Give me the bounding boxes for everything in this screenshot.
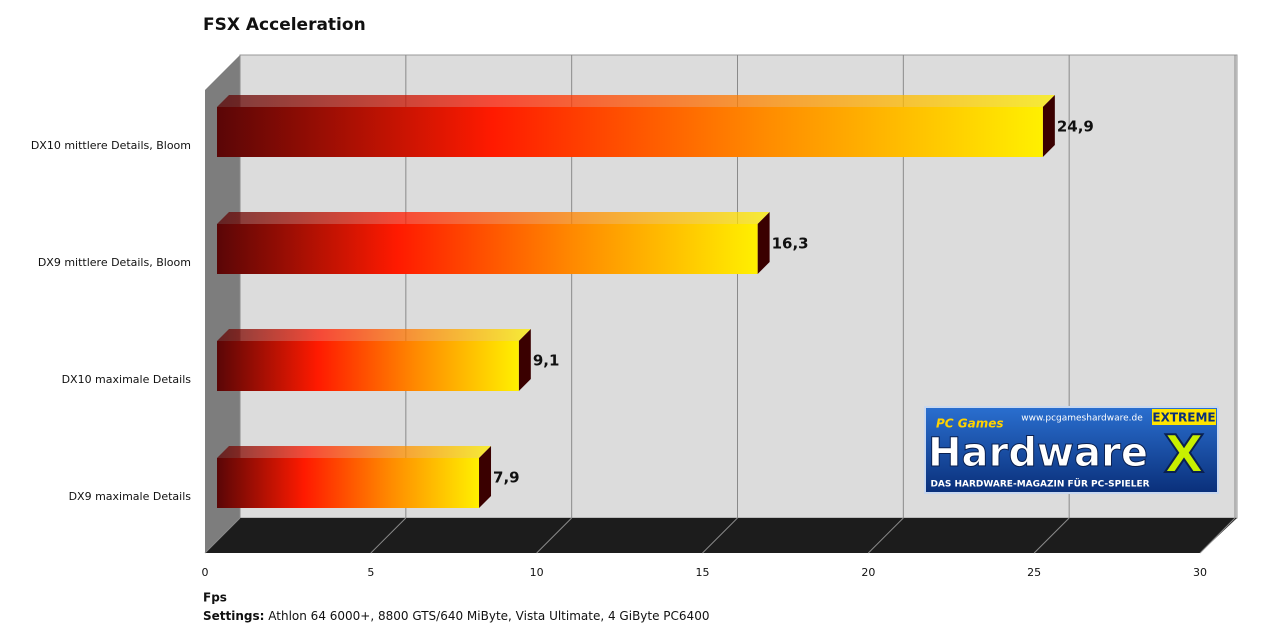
note-label: Settings: [203, 609, 264, 623]
x-tick-label: 15 [696, 566, 710, 579]
grid-line-floor [702, 517, 738, 554]
bar-top [217, 446, 492, 458]
x-tick-label: 25 [1027, 566, 1041, 579]
x-tick-label: 5 [367, 566, 374, 579]
logo-brand: PC Games [936, 417, 1004, 431]
logo-name: Hardware [928, 430, 1148, 476]
bar [217, 212, 770, 274]
bar [217, 329, 531, 391]
bar-end [1042, 95, 1055, 157]
floor [205, 518, 1237, 553]
bar-end [757, 212, 770, 274]
x-tick-label: 0 [202, 566, 209, 579]
logo: www.pcgameshardware.de PC Games Hardware… [924, 406, 1219, 494]
note-text: Athlon 64 6000+, 8800 GTS/640 MiByte, Vi… [268, 609, 709, 623]
bars: 24,9 DX10 mittlere Details, Bloom 16,3 DX9 … [31, 95, 1094, 508]
bar-front [217, 224, 758, 274]
value-label: 24,9 [1057, 118, 1094, 136]
bar-top [217, 212, 770, 224]
logo-badge: EXTREME [1152, 411, 1215, 425]
value-label: 16,3 [772, 235, 809, 253]
grid-line-floor [867, 517, 904, 554]
chart-title: FSX Acceleration [203, 15, 366, 35]
logo-badge-box [1152, 409, 1216, 425]
x-tick-label: 30 [1193, 566, 1207, 579]
grid-line [1199, 55, 1236, 554]
x-tick-label: 10 [530, 566, 544, 579]
bar-front [217, 341, 519, 391]
value-label: 9,1 [533, 352, 560, 370]
y-tick-label: DX10 mittlere Details, Bloom [31, 139, 191, 152]
side-wall [205, 55, 240, 553]
y-tick-label: DX9 mittlere Details, Bloom [38, 256, 191, 269]
bar-front [217, 458, 480, 508]
x-tick-label: 20 [861, 566, 875, 579]
x-axis-label: Fps [203, 591, 227, 605]
y-tick-label: DX10 maximale Details [62, 373, 192, 386]
grid-line-floor [204, 517, 241, 554]
grid-line-floor [370, 517, 407, 554]
y-tick-label: DX9 maximale Details [69, 490, 192, 503]
logo-url: www.pcgameshardware.de [1021, 414, 1143, 424]
logo-mark: X [1164, 425, 1204, 485]
note: Settings: Athlon 64 6000+, 8800 GTS/640 … [203, 609, 709, 623]
value-label: 7,9 [493, 469, 520, 487]
bar [217, 446, 492, 508]
bar-front [217, 107, 1043, 157]
grid-line-floor [1033, 517, 1070, 554]
bar-top [217, 329, 531, 341]
bar-end [518, 329, 531, 391]
grid-line-floor [1199, 517, 1236, 554]
grid-line-floor [536, 517, 573, 554]
bar-top [217, 95, 1055, 107]
bar [217, 95, 1055, 157]
logo-tagline: DAS HARDWARE-MAGAZIN FÜR PC-SPIELER [930, 479, 1149, 490]
bar-end [479, 446, 492, 508]
